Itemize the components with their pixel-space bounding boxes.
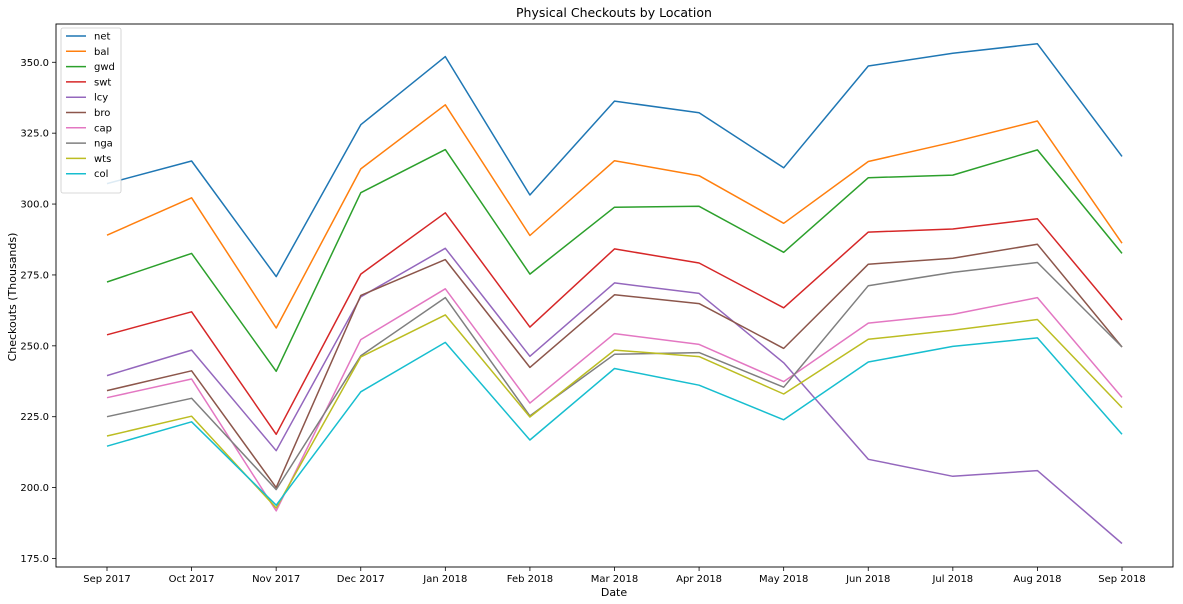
y-tick-label: 325.0 [20,129,49,140]
x-tick-label: Nov 2017 [252,574,300,585]
x-tick-label: Jun 2018 [845,574,890,585]
y-axis: 175.0 200.0 225.0 250.0 275.0 300.0 325.0 350.0 [20,58,56,565]
y-tick-label: 200.0 [20,483,49,494]
x-axis-title: Date [601,586,628,599]
legend-label-col: col [94,169,108,180]
series-line-wts [106,314,1123,509]
y-tick-label: 175.0 [20,554,49,565]
plot-lines [106,43,1123,545]
legend-label-gwd: gwd [94,62,115,73]
x-tick-label: Apr 2018 [676,574,722,585]
series-line-cap [106,288,1123,512]
legend-label-swt: swt [94,77,111,88]
legend-label-lcy: lcy [94,93,108,104]
legend-box [60,27,122,194]
series-line-nga [106,261,1123,491]
y-tick-label: 275.0 [20,270,49,281]
y-tick-label: 225.0 [20,412,49,423]
plot-frame [55,23,1174,568]
legend-label-bal: bal [94,47,109,58]
x-axis: Sep 2017 Oct 2017 Nov 2017 Dec 2017 Jan 2018… [83,567,1146,585]
chart-title: Physical Checkouts by Location [516,5,712,20]
y-tick-label: 250.0 [20,341,49,352]
x-tick-label: Aug 2018 [1013,574,1061,585]
x-tick-label: Jul 2018 [931,574,973,585]
legend-label-wts: wts [94,154,111,165]
x-tick-label: May 2018 [759,574,808,585]
y-axis-title: Checkouts (Thousands) [6,233,19,362]
y-tick-label: 350.0 [20,58,49,69]
legend-label-bro: bro [94,108,110,119]
x-tick-label: Oct 2017 [169,574,215,585]
y-tick-label: 300.0 [20,200,49,211]
x-tick-label: Feb 2018 [507,574,553,585]
x-tick-label: Jan 2018 [422,574,467,585]
series-line-swt [106,212,1123,436]
series-line-bro [106,243,1123,489]
series-line-gwd [106,148,1123,373]
x-tick-label: Mar 2018 [591,574,639,585]
legend-label-net: net [94,32,110,43]
series-line-lcy [106,247,1123,545]
x-tick-label: Sep 2017 [83,574,130,585]
x-tick-label: Dec 2017 [337,574,385,585]
legend-label-nga: nga [94,139,113,150]
legend-label-cap: cap [94,123,112,134]
legend: net bal gwd swt lcy bro cap nga wts col [60,27,122,194]
series-line-net [106,43,1123,278]
series-line-bal [106,104,1123,329]
x-tick-label: Sep 2018 [1098,574,1145,585]
series-line-col [106,337,1123,506]
